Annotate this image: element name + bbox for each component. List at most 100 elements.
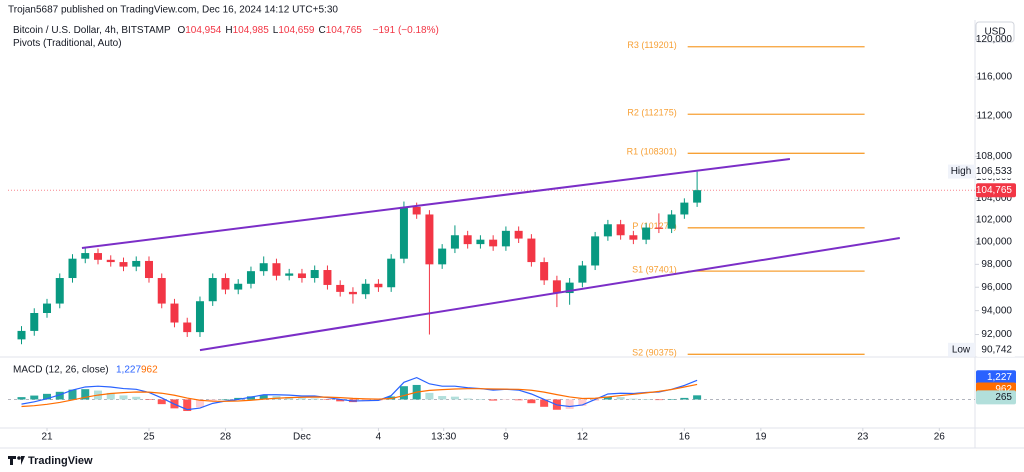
candle-body (654, 227, 663, 229)
x-tick-label: 16 (679, 432, 691, 443)
histogram-bar (399, 386, 408, 400)
candle-body (603, 224, 612, 237)
histogram-bar (195, 399, 204, 408)
candle-body (323, 270, 332, 285)
histogram-bar (476, 399, 485, 400)
histogram-bar (514, 399, 523, 401)
candle-body (55, 278, 64, 304)
histogram-bar (30, 395, 39, 400)
histogram-bar (463, 398, 472, 400)
y-tick-label: 112,000 (977, 111, 1013, 122)
candle-body (234, 283, 243, 290)
histogram-badge-box (976, 390, 1016, 405)
candle-body (285, 273, 294, 276)
pivots-title: Pivots (Traditional, Auto) (13, 38, 122, 49)
histogram-bar (221, 399, 230, 400)
ohlc-key: L (272, 25, 279, 36)
candle-body (476, 239, 485, 245)
macd-badge-label: 1,227 (987, 372, 1012, 383)
y-tick-label: 116,000 (977, 72, 1013, 83)
x-tick-label: 4 (376, 432, 382, 443)
histogram-bar (297, 398, 306, 400)
x-tick-label: 28 (220, 432, 232, 443)
candle-body (246, 271, 255, 284)
candle-body (578, 265, 587, 283)
high-value-label: 106,533 (976, 166, 1013, 177)
high-value-box (976, 164, 1016, 179)
histogram-bar (336, 399, 345, 402)
histogram-bar (132, 396, 141, 400)
signal-value: 962 (141, 365, 158, 376)
signal-badge-label: 962 (995, 384, 1012, 395)
pivot-label: R3 (119201) (627, 40, 676, 50)
candle-body (361, 283, 370, 295)
macd-line (21, 383, 698, 408)
trend-line (81, 157, 791, 250)
histogram-badge-label: 265 (995, 392, 1012, 403)
candle-body (132, 260, 141, 267)
candle-body (425, 214, 434, 265)
y-tick-label: 120,000 (976, 34, 1013, 45)
x-tick-label: Dec (293, 432, 311, 443)
x-tick-label: 23 (857, 432, 869, 443)
candle-body (374, 283, 383, 288)
currency-label[interactable]: USD (984, 27, 1005, 38)
x-tick-label: 9 (503, 432, 509, 443)
low-value-box (976, 342, 1016, 357)
x-tick-label: 12 (577, 432, 589, 443)
candle-body (93, 253, 102, 260)
ohlc-value: 104,985 (232, 25, 269, 36)
histogram-bar (234, 397, 243, 400)
high-name-box (948, 164, 975, 179)
histogram-bar (106, 392, 115, 400)
macd-value: 1,227 (116, 365, 141, 376)
candle-body (412, 206, 421, 215)
macd-title: MACD (12, 26, close) (13, 365, 109, 376)
currency-button[interactable] (975, 21, 1015, 43)
indicator-legend: Pivots (Traditional, Auto) (13, 38, 126, 49)
macd-line (21, 376, 698, 411)
candle-body (667, 214, 676, 229)
candle-body (629, 235, 638, 240)
last-price-box (976, 183, 1016, 198)
histogram-bar (501, 399, 510, 400)
candle-body (310, 270, 319, 279)
candle-body (208, 278, 217, 302)
histogram-bar (565, 399, 574, 409)
candle-body (399, 206, 408, 259)
candle-body (17, 330, 26, 340)
candle-body (591, 236, 600, 266)
candle-body (259, 263, 268, 272)
candle-body (30, 313, 39, 331)
candle-body (450, 235, 459, 249)
candle-body (501, 230, 510, 247)
ohlc: O104,954 H104,985 L104,659 C104,765 (177, 25, 365, 36)
candle-body (68, 258, 77, 279)
ohlc-key: O (177, 25, 186, 36)
histogram-bar (285, 396, 294, 400)
low-name: Low (952, 344, 971, 355)
candle-body (43, 303, 52, 314)
histogram-bar (629, 398, 638, 400)
brand: TradingView (28, 455, 93, 467)
y-tick-label: 100,000 (976, 237, 1013, 248)
candle-body (540, 262, 549, 281)
histogram-bar (68, 389, 77, 400)
candle-body (272, 263, 281, 276)
candle-body (170, 303, 179, 323)
candle-body (195, 301, 204, 333)
publisher: Trojan5687 published on TradingView.com,… (8, 5, 338, 16)
candle-body (183, 322, 192, 333)
x-tick-label: 13:30 (431, 432, 456, 443)
candle-body (489, 239, 498, 247)
macd-badge-box (976, 370, 1016, 385)
histogram-bar (642, 398, 651, 400)
pivot-label: R1 (108301) (627, 147, 677, 157)
trend-line (199, 237, 900, 352)
y-tick-label: 92,000 (981, 329, 1012, 340)
histogram-bar (603, 396, 612, 400)
histogram-bar (183, 399, 192, 412)
candle-body (297, 273, 306, 279)
candle-body (463, 235, 472, 245)
ohlc-key: C (318, 25, 326, 36)
